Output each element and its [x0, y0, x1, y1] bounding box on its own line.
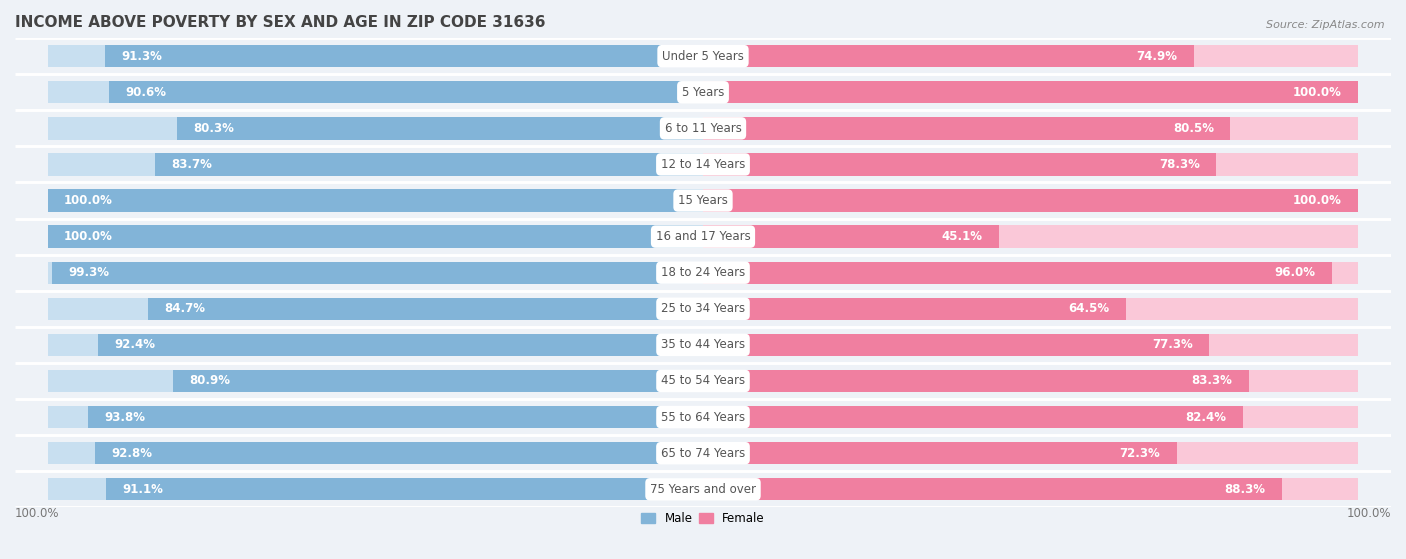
Text: 99.3%: 99.3% [69, 266, 110, 279]
Bar [177, 117, 703, 140]
Text: 91.3%: 91.3% [121, 50, 162, 63]
Text: 55 to 64 Years: 55 to 64 Years [661, 410, 745, 424]
Text: 83.7%: 83.7% [172, 158, 212, 171]
Text: 83.3%: 83.3% [1191, 375, 1233, 387]
Bar [703, 225, 1358, 248]
Bar [105, 478, 703, 500]
Bar [155, 153, 703, 176]
Text: 74.9%: 74.9% [1136, 50, 1177, 63]
Bar [48, 262, 703, 284]
Bar [48, 478, 703, 500]
Bar [89, 406, 703, 428]
Text: 100.0%: 100.0% [65, 194, 112, 207]
Bar [48, 297, 703, 320]
Bar [703, 117, 1230, 140]
Bar [48, 406, 703, 428]
Bar [703, 406, 1358, 428]
Text: 82.4%: 82.4% [1185, 410, 1226, 424]
Text: 72.3%: 72.3% [1119, 447, 1160, 459]
Text: Source: ZipAtlas.com: Source: ZipAtlas.com [1267, 20, 1385, 30]
Bar [703, 81, 1358, 103]
Bar [48, 370, 703, 392]
Bar [110, 81, 703, 103]
Bar [703, 153, 1216, 176]
Bar [703, 190, 1358, 212]
Text: 80.9%: 80.9% [190, 375, 231, 387]
Bar [703, 81, 1358, 103]
Text: 93.8%: 93.8% [105, 410, 146, 424]
Bar [703, 334, 1358, 356]
Bar [48, 153, 703, 176]
Text: 12 to 14 Years: 12 to 14 Years [661, 158, 745, 171]
Bar [48, 334, 703, 356]
Bar [703, 225, 998, 248]
Bar [703, 334, 1209, 356]
Bar [703, 406, 1243, 428]
Bar [48, 190, 703, 212]
Text: 35 to 44 Years: 35 to 44 Years [661, 338, 745, 352]
Text: 77.3%: 77.3% [1153, 338, 1194, 352]
Bar [52, 262, 703, 284]
Bar [703, 442, 1358, 465]
Bar [48, 45, 703, 67]
Text: 100.0%: 100.0% [1294, 194, 1341, 207]
Text: 92.4%: 92.4% [114, 338, 155, 352]
Text: 5 Years: 5 Years [682, 86, 724, 99]
Bar [703, 262, 1358, 284]
Bar [703, 262, 1331, 284]
Text: 96.0%: 96.0% [1275, 266, 1316, 279]
Bar [48, 225, 703, 248]
Text: 100.0%: 100.0% [1347, 508, 1391, 520]
Text: 64.5%: 64.5% [1069, 302, 1109, 315]
Text: 90.6%: 90.6% [125, 86, 167, 99]
Bar [48, 442, 703, 465]
Text: 75 Years and over: 75 Years and over [650, 483, 756, 496]
Text: 45 to 54 Years: 45 to 54 Years [661, 375, 745, 387]
Bar [703, 153, 1358, 176]
Bar [96, 442, 703, 465]
Bar [703, 297, 1126, 320]
Bar [703, 442, 1177, 465]
Bar [703, 45, 1358, 67]
Text: 92.8%: 92.8% [111, 447, 152, 459]
Bar [703, 117, 1358, 140]
Text: 88.3%: 88.3% [1225, 483, 1265, 496]
Text: INCOME ABOVE POVERTY BY SEX AND AGE IN ZIP CODE 31636: INCOME ABOVE POVERTY BY SEX AND AGE IN Z… [15, 15, 546, 30]
Bar [703, 370, 1249, 392]
Bar [105, 45, 703, 67]
Bar [703, 370, 1358, 392]
Text: 45.1%: 45.1% [941, 230, 983, 243]
Bar [703, 478, 1282, 500]
Bar [48, 117, 703, 140]
Bar [48, 225, 703, 248]
Bar [173, 370, 703, 392]
Text: 80.5%: 80.5% [1173, 122, 1215, 135]
Text: 6 to 11 Years: 6 to 11 Years [665, 122, 741, 135]
Text: 91.1%: 91.1% [122, 483, 163, 496]
Text: 65 to 74 Years: 65 to 74 Years [661, 447, 745, 459]
Bar [703, 190, 1358, 212]
Bar [97, 334, 703, 356]
Text: 84.7%: 84.7% [165, 302, 205, 315]
Bar [48, 81, 703, 103]
Bar [703, 45, 1194, 67]
Legend: Male, Female: Male, Female [637, 507, 769, 529]
Bar [703, 478, 1358, 500]
Bar [148, 297, 703, 320]
Bar [48, 190, 703, 212]
Text: 78.3%: 78.3% [1159, 158, 1199, 171]
Text: 16 and 17 Years: 16 and 17 Years [655, 230, 751, 243]
Text: 18 to 24 Years: 18 to 24 Years [661, 266, 745, 279]
Text: Under 5 Years: Under 5 Years [662, 50, 744, 63]
Text: 100.0%: 100.0% [65, 230, 112, 243]
Text: 25 to 34 Years: 25 to 34 Years [661, 302, 745, 315]
Bar [703, 297, 1358, 320]
Text: 15 Years: 15 Years [678, 194, 728, 207]
Text: 100.0%: 100.0% [15, 508, 59, 520]
Text: 80.3%: 80.3% [193, 122, 235, 135]
Text: 100.0%: 100.0% [1294, 86, 1341, 99]
